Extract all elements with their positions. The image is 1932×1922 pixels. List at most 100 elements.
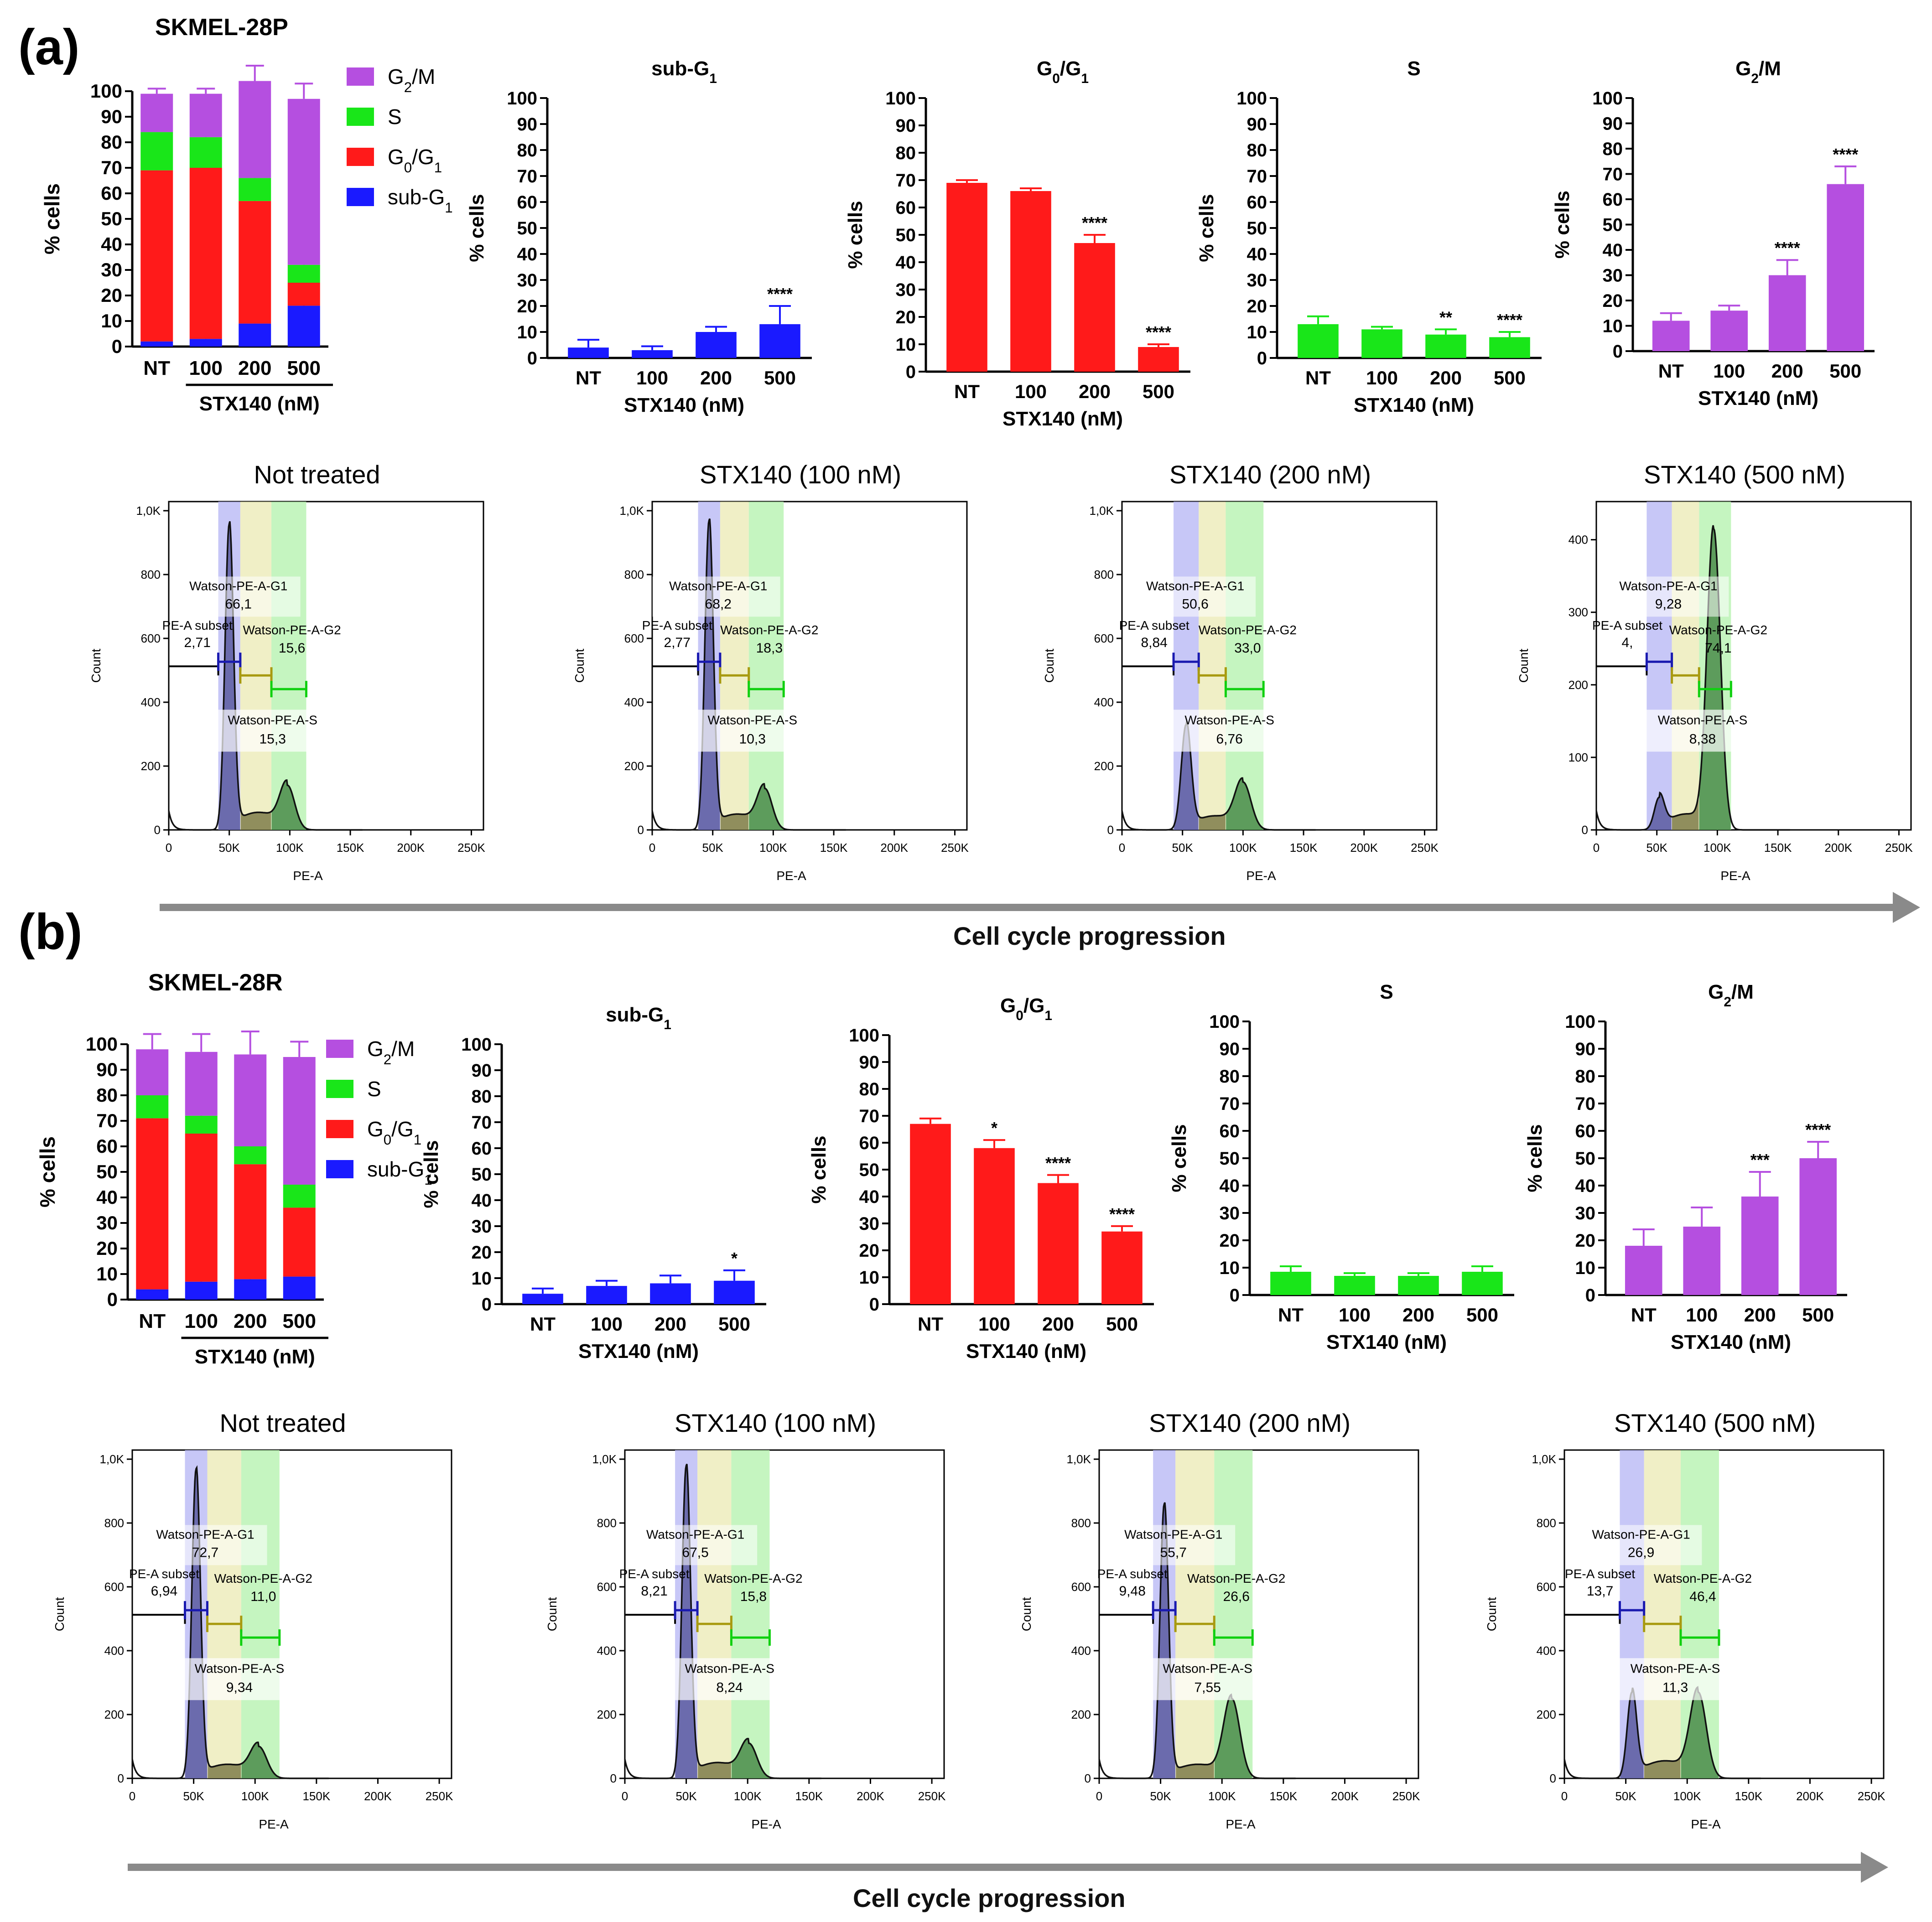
g1-label-bg <box>172 576 301 617</box>
x-tick-label: 100 <box>978 1313 1010 1335</box>
y-tick-label: 90 <box>1220 1039 1240 1059</box>
y-tick-label: 200 <box>1568 678 1588 692</box>
gate-name-s: Watson-PE-A-S <box>1631 1661 1720 1675</box>
y-tick-label: 100 <box>90 80 122 102</box>
panel-letter-a: (a) <box>18 19 80 75</box>
y-tick-label: 70 <box>1603 165 1623 185</box>
x-tick-label: 100K <box>759 841 787 855</box>
gate-value-subset: 9,48 <box>1119 1584 1145 1599</box>
gate-name-g2: Watson-PE-A-G2 <box>214 1571 312 1585</box>
histogram-title: STX140 (500 nM) <box>1644 460 1845 489</box>
g2-fill <box>1215 1694 1252 1778</box>
bar-200 <box>1425 334 1466 358</box>
x-tick-label: 0 <box>1096 1789 1102 1803</box>
gate-value-g2: 26,6 <box>1223 1589 1250 1604</box>
chart-title: G0/G1 <box>1000 995 1052 1023</box>
segment-sub-G1-500 <box>287 306 320 347</box>
gate-name-g2: Watson-PE-A-G2 <box>704 1571 802 1585</box>
x-tick-label: 150K <box>1764 841 1792 855</box>
y-axis-label: Count <box>545 1597 559 1631</box>
y-tick-label: 0 <box>1085 1772 1091 1785</box>
gate-name-g1: Watson-PE-A-G1 <box>646 1527 744 1541</box>
y-tick-label: 10 <box>1220 1258 1240 1278</box>
x-tick-label: 0 <box>1561 1789 1568 1803</box>
y-tick-label: 100 <box>507 88 537 109</box>
y-tick-label: 80 <box>101 131 122 153</box>
y-tick-label: 20 <box>101 285 122 306</box>
legend-label-S: S <box>367 1077 381 1101</box>
segment-G2/M-500 <box>287 98 320 265</box>
gate-name-s: Watson-PE-A-S <box>228 713 317 727</box>
gate-name-subset: PE-A subset <box>1592 618 1662 632</box>
y-tick-label: 1,0K <box>620 504 644 518</box>
x-axis-label: STX140 (nM) <box>966 1340 1086 1362</box>
significance-label: **** <box>1805 1120 1831 1139</box>
gate-name-g2: Watson-PE-A-G2 <box>1187 1571 1285 1585</box>
g2-fill <box>1699 525 1731 830</box>
y-tick-label: 70 <box>1247 166 1267 187</box>
significance-label: * <box>731 1249 737 1268</box>
x-tick-label: 200 <box>1771 360 1803 382</box>
legend-label-G0/G1: G0/G1 <box>388 145 442 176</box>
y-tick-label: 20 <box>1603 291 1623 311</box>
y-tick-label: 10 <box>472 1269 492 1289</box>
legend-swatch-G2/M <box>326 1040 353 1058</box>
g2-fill <box>749 784 784 830</box>
significance-label: ** <box>1439 308 1452 326</box>
y-axis-label: % cells <box>1524 1124 1546 1192</box>
bar-500 <box>759 324 800 358</box>
y-tick-label: 100 <box>86 1033 118 1055</box>
segment-G2/M-100 <box>185 1052 218 1116</box>
legend-label-G2/M: G2/M <box>388 65 435 95</box>
bar-100 <box>1683 1227 1721 1295</box>
x-tick-label: 150K <box>795 1789 823 1803</box>
s-fill <box>1672 794 1699 830</box>
histogram-title: STX140 (100 nM) <box>675 1409 876 1437</box>
bar-500 <box>714 1280 755 1304</box>
x-tick-label: 200 <box>1079 381 1111 402</box>
y-axis-label: Count <box>1517 648 1531 683</box>
segment-G2/M-200 <box>234 1054 267 1146</box>
y-tick-label: 60 <box>1603 190 1623 210</box>
x-tick-label: 500 <box>287 357 321 379</box>
histogram-curve <box>131 1465 329 1779</box>
y-tick-label: 70 <box>517 166 538 187</box>
gate-value-g1: 50,6 <box>1182 596 1208 611</box>
histogram-b-h4: STX140 (500 nM) 0 50K 100K 150K 200K 250K 0 200 4… <box>1485 1409 1885 1831</box>
gate-value-g2: 15,6 <box>279 641 305 656</box>
bar-100 <box>1010 191 1051 372</box>
gate-value-g1: 9,28 <box>1655 596 1682 611</box>
segment-S-100 <box>189 137 222 168</box>
segment-G0/G1-500 <box>283 1207 316 1277</box>
x-tick-label: 50K <box>1150 1789 1171 1803</box>
s-label-bg <box>666 1658 803 1700</box>
chart-title: G2/M <box>1735 57 1781 86</box>
y-tick-label: 400 <box>1568 533 1588 547</box>
y-tick-label: 0 <box>1230 1285 1240 1306</box>
x-tick-label: 150K <box>1735 1789 1762 1803</box>
histogram-title: Not treated <box>254 460 380 489</box>
gate-name-g1: Watson-PE-A-G1 <box>1592 1527 1690 1541</box>
y-tick-label: 40 <box>1575 1176 1596 1196</box>
legend-label-S: S <box>388 105 402 129</box>
gate-value-s: 8,24 <box>716 1680 743 1695</box>
g1-label-bg <box>139 1525 267 1565</box>
g1-label-bg <box>1128 576 1256 617</box>
g2-fill <box>1226 778 1263 830</box>
x-axis-label: STX140 (nM) <box>578 1340 699 1362</box>
gate-value-subset: 13,7 <box>1587 1584 1613 1599</box>
x-tick-label: 500 <box>1143 381 1174 402</box>
y-tick-label: 20 <box>517 296 538 316</box>
x-tick-label: 0 <box>1119 841 1125 855</box>
y-tick-label: 60 <box>1247 192 1267 212</box>
y-tick-label: 30 <box>1603 266 1623 286</box>
y-tick-label: 70 <box>1220 1094 1240 1114</box>
x-tick-label: 250K <box>457 841 485 855</box>
x-tick-label: 50K <box>702 841 724 855</box>
x-tick-label: 500 <box>1466 1304 1498 1326</box>
s-fill <box>208 1761 241 1778</box>
y-axis-label: Count <box>89 648 103 683</box>
y-tick-label: 600 <box>1537 1580 1556 1594</box>
y-tick-label: 10 <box>1575 1258 1596 1278</box>
y-tick-label: 800 <box>141 568 161 581</box>
